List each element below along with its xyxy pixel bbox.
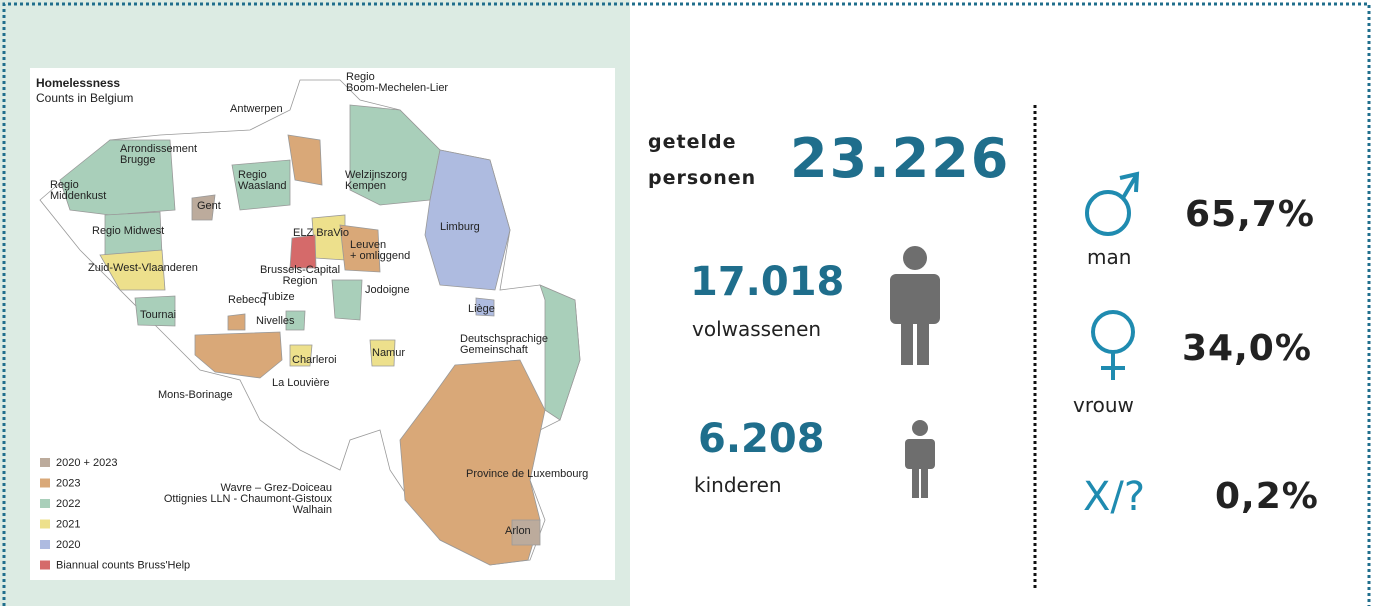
map-label: Arrondissement	[120, 143, 197, 155]
map-label: + omliggend	[350, 250, 410, 262]
map-label: Brussels-Capital	[260, 264, 340, 276]
map-label: Limburg	[440, 221, 480, 233]
other-symbol: X/?	[1083, 474, 1145, 520]
legend-swatch	[40, 478, 50, 488]
map-label: Brugge	[120, 154, 155, 166]
map-label: Zuid-West-Vlaanderen	[88, 262, 198, 274]
map-label: Regio	[50, 179, 79, 191]
map-label: Wavre – Grez-Doiceau	[221, 482, 332, 494]
map-label: Nivelles	[256, 315, 295, 327]
region	[285, 310, 306, 331]
female-value: 34,0%	[1182, 328, 1312, 369]
map-label: Regio	[346, 71, 375, 83]
region	[231, 159, 291, 211]
map-label: Mons-Borinage	[158, 389, 233, 401]
map-label: Gemeinschaft	[460, 344, 528, 356]
map-title: Homelessness	[36, 76, 120, 90]
map-label: Regio	[238, 169, 267, 181]
other-value: 0,2%	[1215, 476, 1319, 517]
region	[289, 344, 313, 367]
region	[191, 194, 216, 221]
adults-label: volwassenen	[692, 317, 821, 341]
region	[339, 224, 381, 273]
legend-swatch	[40, 458, 50, 467]
legend-label: 2022	[56, 498, 80, 510]
map-label: Gent	[197, 200, 221, 212]
legend-swatch	[40, 560, 50, 570]
map-label: Kempen	[345, 180, 386, 192]
map-label: Ottignies LLN - Chaumont-Gistoux	[164, 493, 333, 505]
map-label: Boom-Mechelen-Lier	[346, 82, 448, 94]
children-label: kinderen	[694, 473, 782, 497]
map-label: Liège	[468, 303, 495, 315]
children-value: 6.208	[698, 416, 825, 462]
adult-icon	[890, 246, 940, 365]
map	[39, 79, 581, 566]
map-label: Jodoigne	[365, 284, 410, 296]
map-label: Middenkust	[50, 190, 106, 202]
map-label: Leuven	[350, 239, 386, 251]
map-label: Deutschsprachige	[460, 333, 548, 345]
map-label: Waasland	[238, 180, 287, 192]
region	[369, 339, 396, 367]
region	[539, 284, 581, 421]
region	[287, 134, 323, 186]
region	[99, 249, 166, 291]
legend-label: 2020 + 2023	[56, 457, 117, 469]
map-label: Region	[283, 275, 318, 287]
region	[134, 295, 176, 327]
region	[475, 297, 495, 317]
map-label: ELZ BraVio	[293, 227, 349, 239]
legend-label: 2021	[56, 519, 80, 531]
region	[59, 139, 176, 216]
male-symbol	[1085, 171, 1140, 236]
map-label: Arlon	[505, 525, 531, 537]
map-label: Province de Luxembourg	[466, 468, 588, 480]
map-label: Tournai	[140, 309, 176, 321]
legend-swatch	[40, 499, 50, 508]
map-label: Tubize	[262, 291, 295, 303]
region	[227, 313, 246, 331]
legend-label: 2023	[56, 478, 80, 490]
male-label: man	[1087, 245, 1131, 269]
map-label: Namur	[372, 347, 405, 359]
legend-swatch	[40, 519, 50, 529]
male-value: 65,7%	[1185, 194, 1315, 235]
map-subtitle: Counts in Belgium	[36, 91, 133, 105]
map-label: Walhain	[293, 504, 332, 516]
map-label: Antwerpen	[230, 103, 283, 115]
female-label: vrouw	[1073, 393, 1134, 417]
legend-label: 2020	[56, 539, 80, 551]
legend-swatch	[40, 540, 50, 549]
map-label: Welzijnszorg	[345, 169, 407, 181]
map-label: La Louvière	[272, 377, 330, 389]
region	[289, 234, 317, 269]
map-label: Charleroi	[292, 354, 337, 366]
region	[331, 279, 363, 321]
total-label: getelde	[648, 131, 736, 153]
child-icon	[905, 420, 935, 498]
total-value: 23.226	[790, 127, 1010, 190]
region	[424, 149, 511, 291]
total-label: personen	[648, 167, 756, 189]
map-label: Rebecq	[228, 294, 266, 306]
region	[399, 359, 546, 566]
female-symbol	[1091, 310, 1135, 380]
region	[511, 519, 541, 546]
legend-label: Biannual counts Bruss'Help	[56, 560, 190, 572]
region	[194, 331, 283, 379]
adults-value: 17.018	[690, 259, 844, 305]
map-label: Regio Midwest	[92, 225, 164, 237]
